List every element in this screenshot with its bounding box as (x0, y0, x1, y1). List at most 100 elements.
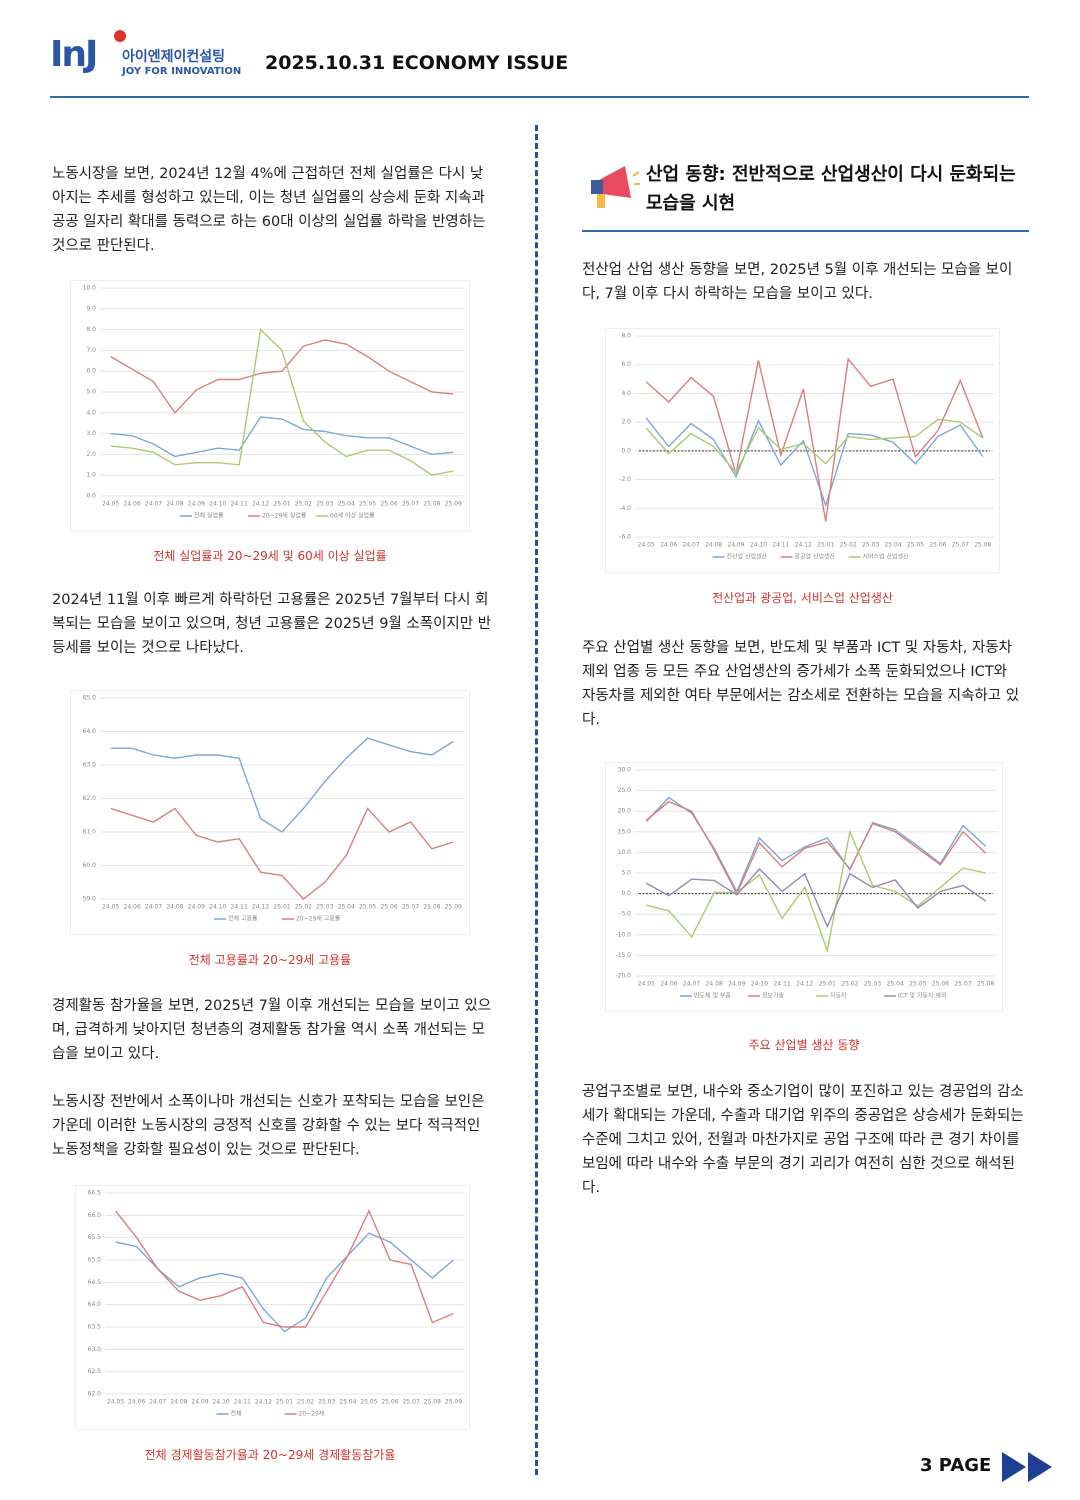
y-tick-label: 30.0 (618, 767, 632, 774)
legend-label: 20~29세 실업률 (262, 512, 307, 520)
column-divider (535, 125, 538, 1475)
series-line (110, 416, 454, 458)
x-tick-label: 24.11 (772, 542, 789, 549)
y-tick-label: -2.0 (619, 476, 631, 483)
x-tick-label: 24.07 (683, 981, 700, 988)
y-tick-label: 66.0 (88, 1212, 102, 1219)
y-tick-label: 62.0 (83, 795, 97, 802)
series-line (646, 829, 986, 954)
paragraph: 주요 산업별 생산 동향을 보면, 반도체 및 부품과 ICT 및 자동차, 자… (582, 640, 1020, 728)
x-tick-label: 25.09 (445, 501, 462, 508)
x-tick-label: 24.08 (170, 1399, 187, 1406)
section-heading: 산업 동향: 전반적으로 산업생산이 다시 둔화되는 모습을 시현 (646, 164, 1016, 214)
x-tick-label: 24.08 (706, 981, 723, 988)
paragraph: 2024년 11월 이후 빠르게 하락하던 고용률은 2025년 7월부터 다시… (52, 592, 492, 656)
x-tick-label: 24.10 (751, 981, 768, 988)
x-tick-label: 24.06 (660, 981, 677, 988)
x-tick-label: 25.05 (907, 542, 924, 549)
x-tick-label: 24.09 (188, 501, 205, 508)
y-tick-label: 60.0 (83, 862, 97, 869)
series-line (110, 737, 454, 833)
x-tick-label: 25.06 (380, 904, 397, 911)
x-tick-label: 24.10 (213, 1399, 230, 1406)
chart: -6.0 -4.0 -2.0 0.0 2.0 4.0 6.0 8.0 24.05 24.06 24.… (605, 328, 1000, 573)
x-tick-label: 25.07 (954, 981, 971, 988)
x-tick-label: 25.03 (862, 542, 879, 549)
y-tick-label: 2.0 (621, 419, 631, 426)
chart-frame (70, 280, 470, 532)
x-tick-label: 25.09 (445, 904, 462, 911)
legend-label: 전체 (231, 1410, 242, 1418)
x-tick-label: 24.05 (102, 904, 119, 911)
paragraph: 노동시장을 보면, 2024년 12월 4%에 근접하던 전체 실업률은 다시 … (52, 166, 486, 254)
x-tick-label: 24.12 (796, 981, 813, 988)
series-line (110, 339, 454, 414)
company-name: 아이엔제이컨설팅 (122, 49, 226, 65)
x-tick-label: 24.06 (124, 501, 141, 508)
x-tick-label: 24.11 (773, 981, 790, 988)
legend-label: 정보기술 (762, 992, 785, 1000)
x-tick-label: 24.07 (145, 501, 162, 508)
y-tick-label: 4.0 (621, 390, 631, 397)
x-tick-label: 24.12 (795, 542, 812, 549)
y-tick-label: 8.0 (621, 333, 631, 340)
chart: 62.0 62.5 63.0 63.5 64.0 64.5 65.0 65.5 66.0 66.5… (75, 1185, 470, 1430)
caption: 전체 고용률과 20~29세 고용률 (188, 953, 352, 967)
y-tick-label: 0.0 (621, 890, 631, 897)
x-tick-label: 25.05 (359, 501, 376, 508)
x-tick-label: 25.03 (864, 981, 881, 988)
y-tick-label: -15.0 (615, 952, 631, 959)
y-tick-label: -20.0 (615, 973, 631, 980)
heading-rule (582, 230, 1029, 232)
x-tick-label: 25.02 (840, 542, 857, 549)
x-tick-label: 24.07 (145, 904, 162, 911)
y-tick-label: 65.5 (88, 1234, 102, 1241)
y-tick-label: 63.0 (88, 1346, 102, 1353)
logo-mark: InJ (50, 34, 98, 75)
series-line (110, 328, 454, 476)
y-tick-label: 59.0 (83, 896, 97, 903)
x-tick-label: 25.02 (297, 1399, 314, 1406)
y-tick-label: 64.0 (88, 1301, 102, 1308)
y-tick-label: 5.0 (621, 870, 631, 877)
header-rule (50, 96, 1029, 98)
y-tick-label: 3.0 (86, 430, 96, 437)
x-tick-label: 25.06 (932, 981, 949, 988)
series-line (645, 800, 987, 896)
paragraph: 전산업 산업 생산 동향을 보면, 2025년 5월 이후 개선되는 모습을 보… (582, 262, 1013, 302)
logo-dot (114, 30, 126, 42)
series-line (645, 417, 984, 508)
chart-frame (70, 690, 470, 935)
y-tick-label: -5.0 (619, 911, 631, 918)
y-tick-label: 10.0 (83, 285, 97, 292)
legend-label: ICT 및 자동차 제외 (898, 992, 946, 1000)
x-tick-label: 24.11 (234, 1399, 251, 1406)
y-tick-label: 61.0 (83, 829, 97, 836)
x-tick-label: 24.10 (209, 904, 226, 911)
y-tick-label: 6.0 (621, 361, 631, 368)
caption: 전산업과 광공업, 서비스업 산업생산 (712, 591, 893, 605)
x-tick-label: 24.05 (638, 981, 655, 988)
series-line (115, 1232, 454, 1333)
x-tick-label: 24.09 (728, 981, 745, 988)
y-tick-label: 8.0 (86, 326, 96, 333)
x-tick-label: 24.07 (683, 542, 700, 549)
x-tick-label: 24.09 (188, 904, 205, 911)
y-tick-label: 20.0 (618, 808, 632, 815)
x-tick-label: 25.07 (403, 1399, 420, 1406)
x-tick-label: 24.09 (727, 542, 744, 549)
y-tick-label: -10.0 (615, 931, 631, 938)
x-tick-label: 25.03 (316, 904, 333, 911)
legend-label: 광공업 산업생산 (795, 553, 836, 561)
x-tick-label: 25.04 (887, 981, 904, 988)
slogan: JOY FOR INNOVATION (122, 66, 242, 77)
caption: 전체 경제활동참가율과 20~29세 경제활동참가율 (144, 1448, 396, 1462)
chart-frame (75, 1185, 470, 1430)
series-line (110, 807, 454, 900)
next-arrows (1002, 1452, 1052, 1482)
legend-label: 자동차 (830, 992, 847, 1000)
y-tick-label: 1.0 (86, 472, 96, 479)
legend-label: 전산업 산업생산 (727, 553, 768, 561)
legend-label: 반도체 및 부품 (694, 992, 731, 1000)
x-tick-label: 24.10 (750, 542, 767, 549)
